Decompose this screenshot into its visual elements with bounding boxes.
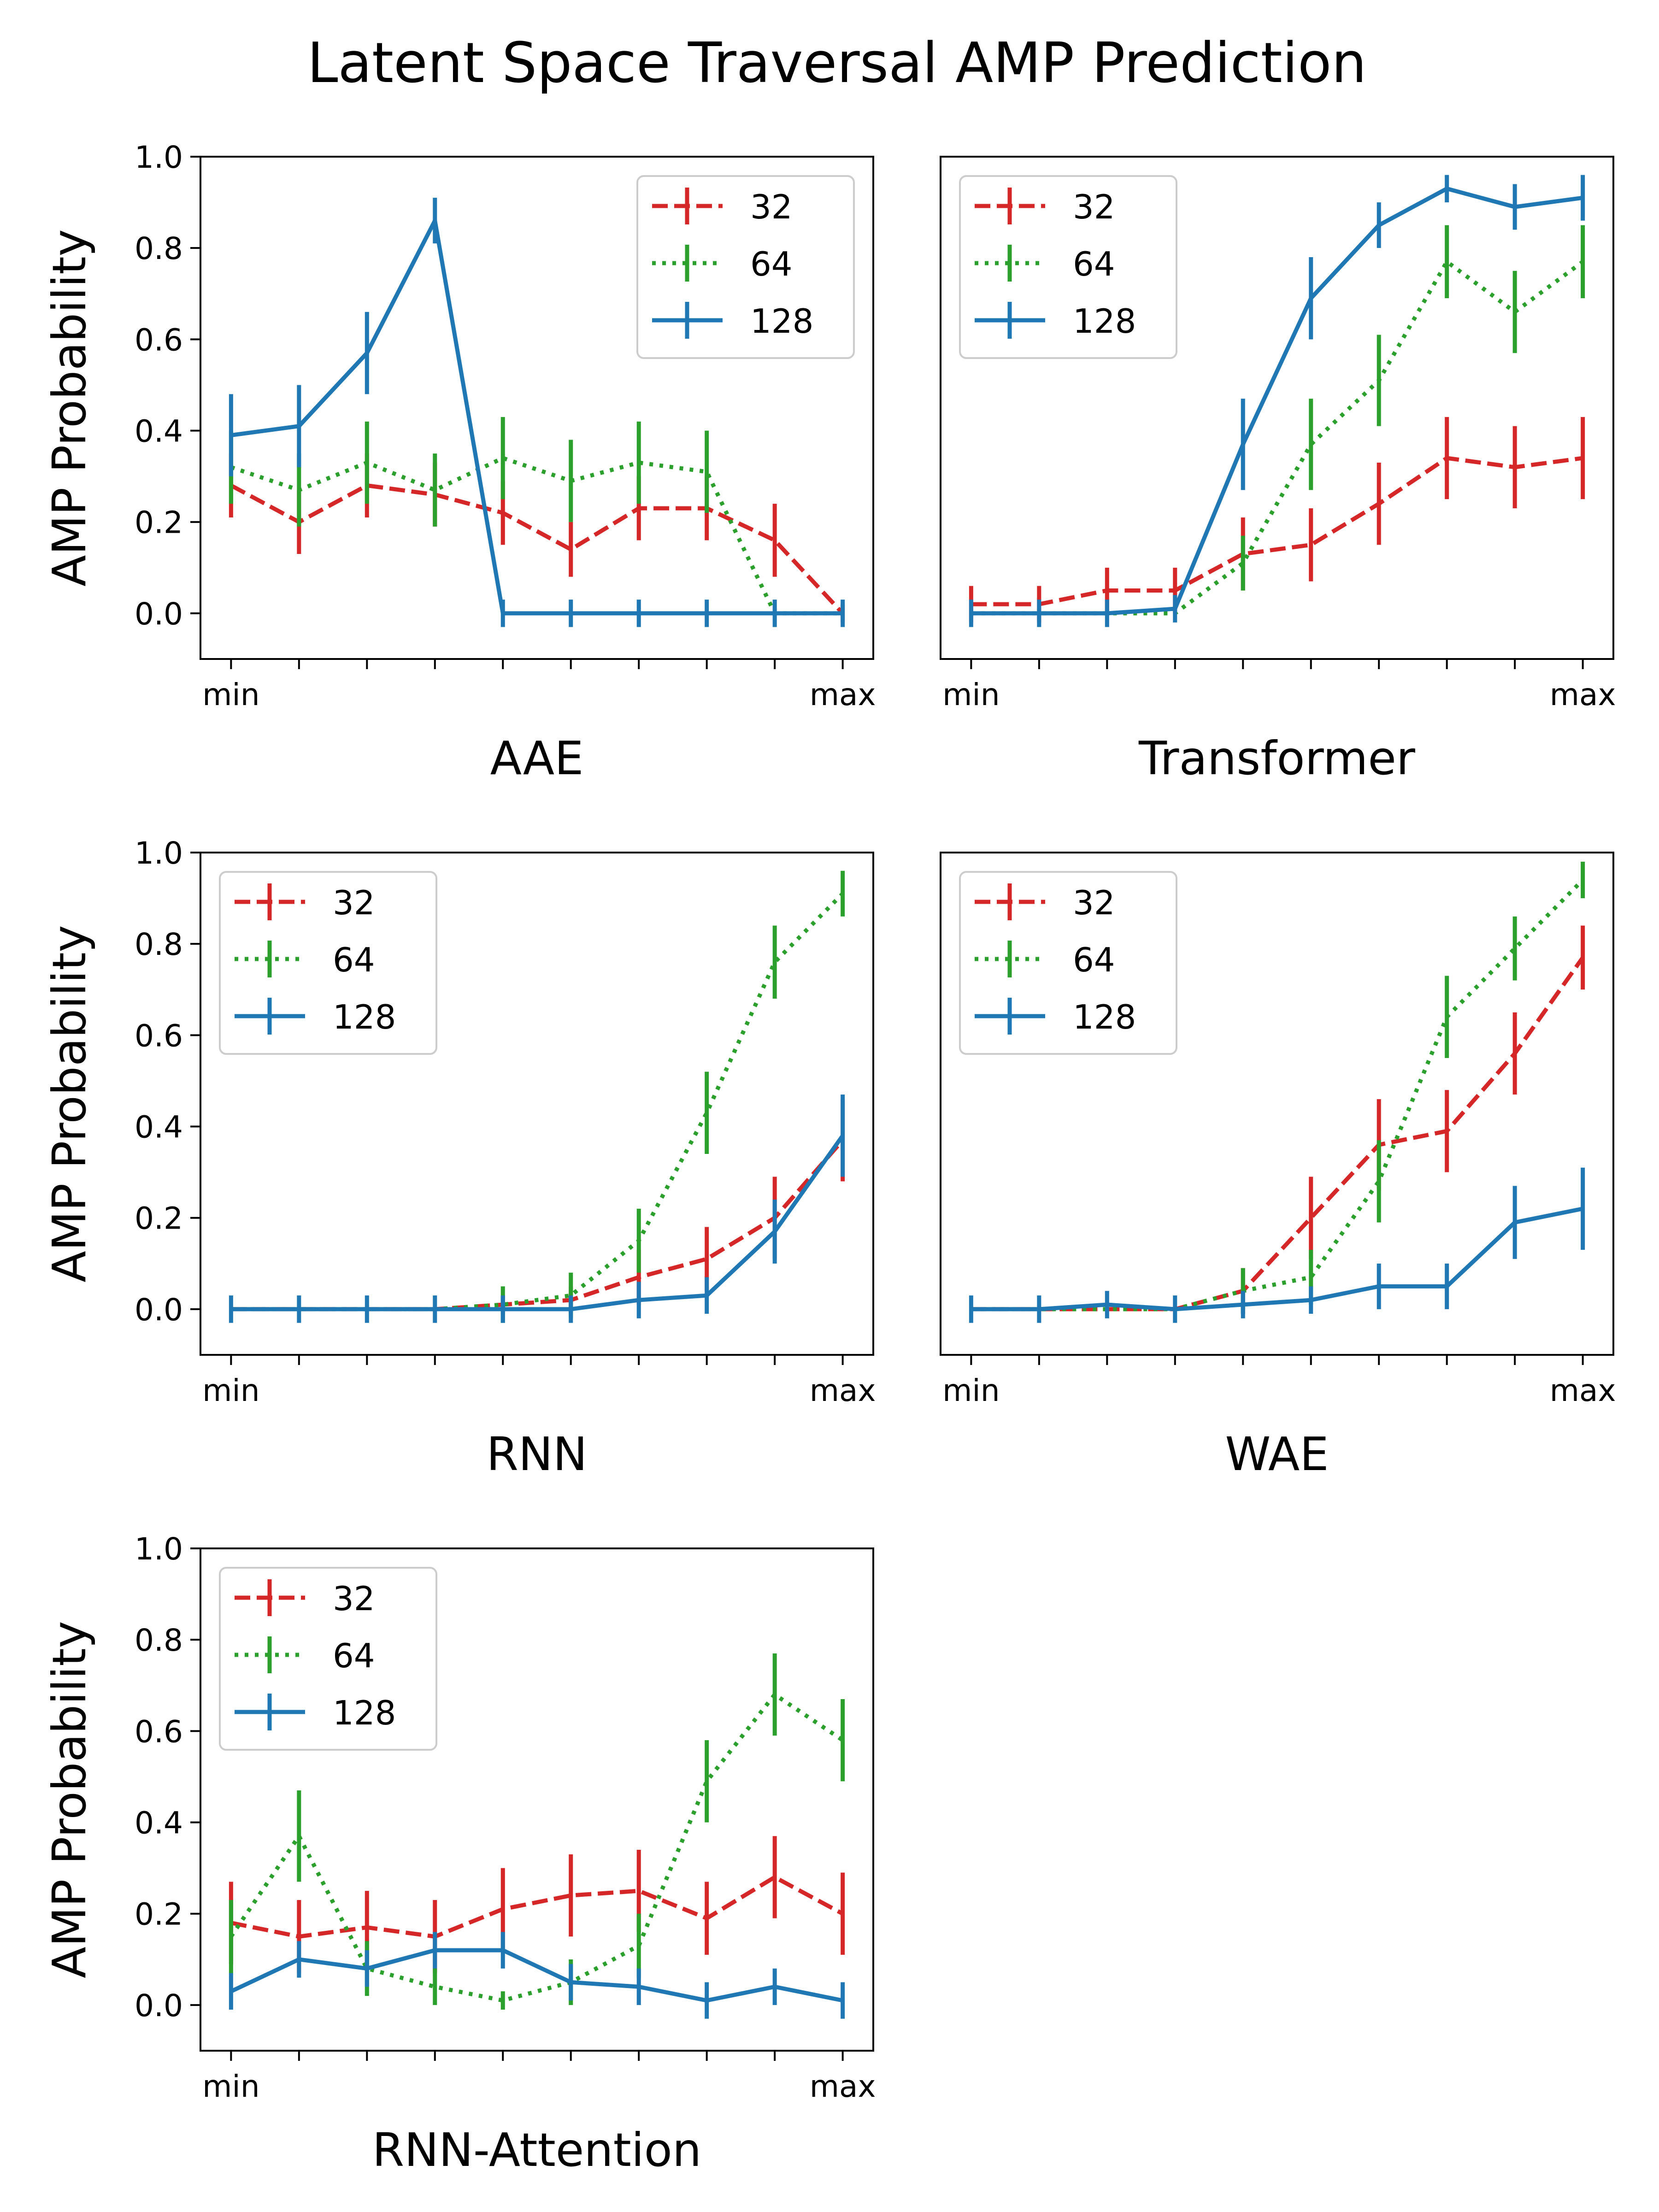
x-axis-label: WAE (1225, 1427, 1329, 1481)
y-tick-label: 1.0 (135, 140, 183, 175)
axes-frame (200, 852, 874, 1356)
y-axis-label: AMP Probability (42, 1621, 96, 1978)
y-axis-label: AMP Probability (42, 925, 96, 1282)
series-line-128 (230, 218, 843, 616)
axes-frame (200, 156, 874, 660)
x-axis-label: AAE (490, 731, 584, 785)
axes-frame (200, 1547, 874, 2052)
legend-label: 128 (333, 1694, 396, 1732)
plot-area (969, 861, 1585, 1323)
legend: 32 64 128 (959, 175, 1177, 359)
legend: 32 64 128 (219, 1567, 437, 1751)
subplot-0: 0.0 0.2 0.4 0.6 0.8 1.0 min max AAE AMP Probabili… (42, 140, 876, 785)
legend-label: 64 (333, 941, 375, 979)
x-tick-label: min (942, 1373, 1000, 1408)
series-line-32 (231, 1139, 845, 1312)
legend-label: 64 (333, 1636, 375, 1675)
y-tick-label: 0.0 (135, 1988, 183, 2024)
subplot-4: 0.0 0.2 0.4 0.6 0.8 1.0 min max RNN-Attention AMP… (42, 1531, 876, 2177)
series-line-128 (231, 1134, 845, 1312)
legend-box (219, 871, 437, 1055)
x-tick-label: max (810, 677, 876, 712)
y-tick-label: 0.0 (135, 596, 183, 632)
y-tick-label: 0.4 (135, 414, 183, 449)
y-tick-label: 0.2 (135, 505, 183, 541)
plot-area (969, 175, 1585, 627)
y-tick-label: 0.6 (135, 322, 183, 358)
subplot-2: 0.0 0.2 0.4 0.6 0.8 1.0 min max RNN AMP Probabili… (42, 835, 876, 1481)
series-line-32 (230, 483, 844, 615)
y-tick-label: 1.0 (135, 1531, 183, 1567)
y-tick-label: 0.8 (135, 1623, 183, 1658)
x-tick-label: min (202, 2069, 259, 2104)
series-line-64 (229, 1692, 844, 2003)
subplot-1: min max Transformer 32 64 128 (940, 156, 1616, 785)
x-axis-label: Transformer (1138, 731, 1416, 785)
x-tick-label: max (810, 1373, 876, 1408)
y-tick-label: 0.2 (135, 1201, 183, 1236)
legend-label: 128 (750, 302, 813, 341)
legend-box (959, 175, 1177, 359)
y-tick-label: 1.0 (135, 835, 183, 871)
legend-label: 32 (333, 1579, 375, 1618)
series-line-32 (230, 1875, 844, 1939)
subplot-grid: 0.0 0.2 0.4 0.6 0.8 1.0 min max AAE AMP Probabili… (42, 140, 1616, 2177)
x-tick-label: max (1550, 677, 1616, 712)
series-line-128 (971, 1206, 1583, 1312)
series-line-32 (971, 456, 1583, 606)
axes-frame (940, 156, 1614, 660)
legend-label: 32 (750, 188, 793, 226)
legend: 32 64 128 (636, 175, 855, 359)
plot-area (229, 871, 845, 1323)
legend-label: 128 (1073, 998, 1136, 1036)
y-tick-label: 0.6 (135, 1018, 183, 1053)
y-tick-label: 0.8 (135, 927, 183, 962)
legend-label: 32 (1073, 188, 1115, 226)
y-tick-label: 0.4 (135, 1806, 183, 1841)
legend-label: 64 (750, 245, 793, 283)
legend: 32 64 128 (219, 871, 437, 1055)
x-axis-label: RNN (486, 1427, 587, 1481)
series-line-64 (971, 878, 1584, 1312)
legend-box (636, 175, 855, 359)
y-axis-label: AMP Probability (42, 229, 96, 586)
x-axis-label: RNN-Attention (372, 2123, 702, 2177)
y-tick-label: 0.2 (135, 1897, 183, 1932)
legend-label: 128 (1073, 302, 1136, 341)
x-tick-label: min (942, 677, 1000, 712)
series-line-128 (230, 1948, 843, 2003)
legend-box (959, 871, 1177, 1055)
legend-box (219, 1567, 437, 1751)
figure-title: Latent Space Traversal AMP Prediction (307, 31, 1367, 95)
y-tick-label: 0.6 (135, 1714, 183, 1749)
series-line-64 (230, 456, 843, 616)
axes-frame (940, 852, 1614, 1356)
legend-label: 128 (333, 998, 396, 1036)
plot-area (229, 198, 845, 627)
x-tick-label: min (202, 677, 259, 712)
y-tick-label: 0.8 (135, 231, 183, 266)
legend-label: 32 (1073, 883, 1115, 922)
series-line-128 (971, 186, 1583, 616)
legend-label: 64 (1073, 941, 1115, 979)
legend-label: 32 (333, 883, 375, 922)
x-tick-label: min (202, 1373, 259, 1408)
x-tick-label: max (810, 2069, 876, 2104)
x-tick-label: max (1550, 1373, 1616, 1408)
y-tick-label: 0.4 (135, 1110, 183, 1145)
plot-area (229, 1653, 845, 2019)
y-tick-label: 0.0 (135, 1292, 183, 1328)
legend: 32 64 128 (959, 871, 1177, 1055)
subplot-3: min max WAE 32 64 128 (940, 852, 1616, 1481)
legend-label: 64 (1073, 245, 1115, 283)
